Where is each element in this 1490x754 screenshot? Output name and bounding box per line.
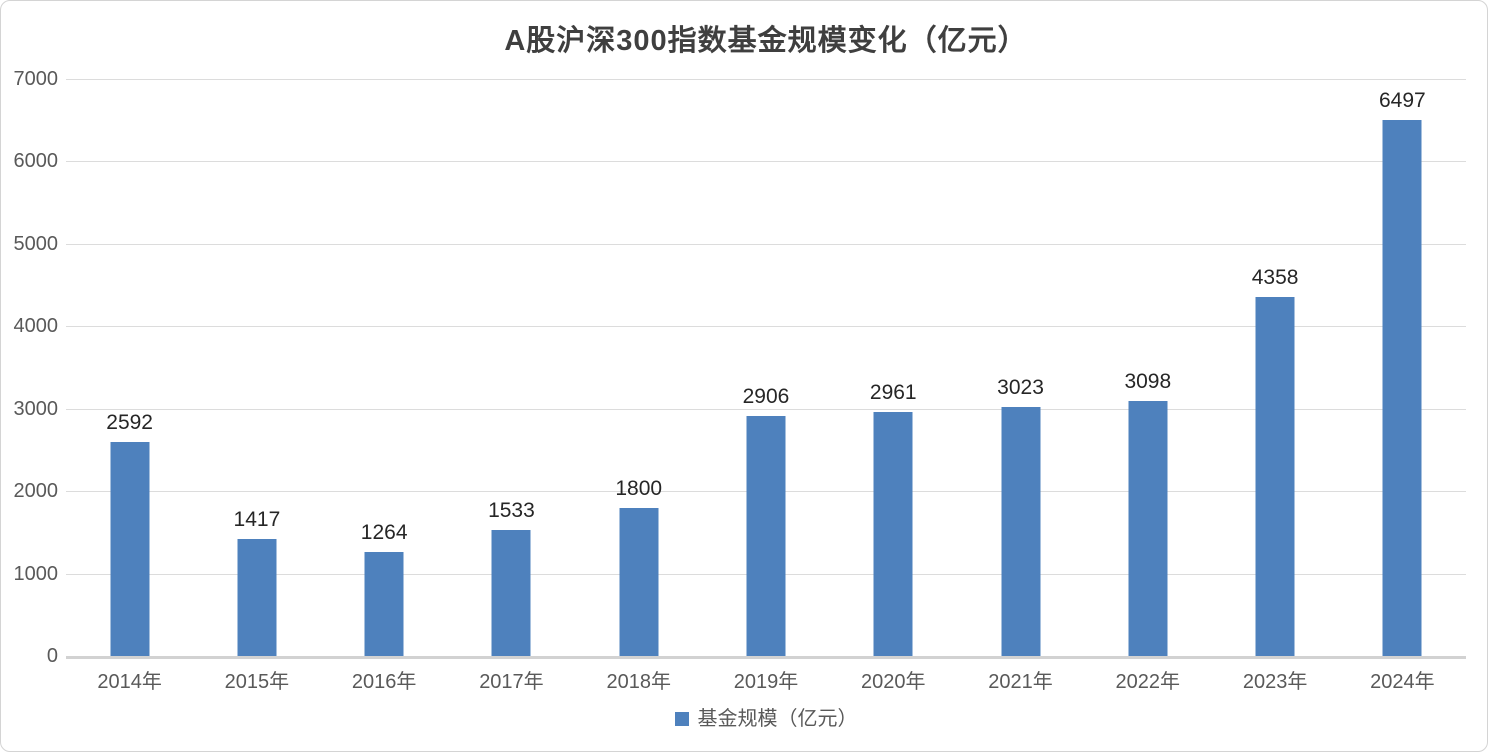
bar-value-label: 1264 (360, 520, 408, 544)
bar-value-label: 2961 (869, 380, 917, 404)
bar-value-label: 2592 (106, 411, 153, 435)
category-column: 6497 2024年 (1339, 79, 1466, 693)
category-column: 1800 2018年 (575, 79, 702, 693)
legend-series-label: 基金规模（亿元） (697, 708, 858, 730)
x-axis-label: 2016年 (351, 671, 417, 693)
bar-2021年 (1001, 406, 1041, 656)
x-axis-label: 2015年 (224, 671, 290, 693)
bar-value-label: 1417 (233, 508, 281, 532)
x-axis-label: 2024年 (1370, 671, 1435, 693)
bar-value-label: 3098 (1124, 369, 1172, 393)
category-column: 3023 2021年 (957, 79, 1084, 693)
x-axis-label: 2023年 (1242, 671, 1308, 693)
category-column: 2592 2014年 (66, 79, 193, 693)
bar-2015年 (237, 539, 277, 656)
y-axis-tick-label: 3000 (13, 397, 59, 420)
bar-value-label: 2906 (742, 385, 790, 409)
y-axis-tick-label: 1000 (13, 562, 59, 585)
bar-2016年 (364, 551, 404, 656)
gridline-5000 (66, 243, 1466, 245)
category-column: 1533 2017年 (448, 79, 575, 693)
bar-2017年 (491, 529, 531, 656)
x-axis-label: 2020年 (861, 671, 926, 693)
y-axis-tick-label: 6000 (13, 150, 59, 173)
y-axis-tick-label: 7000 (13, 68, 59, 90)
bar-2014年 (110, 442, 150, 656)
category-column: 1417 2015年 (193, 79, 320, 693)
x-axis-label: 2017年 (479, 671, 544, 693)
gridline-7000 (66, 79, 1466, 80)
bar-2020年 (873, 411, 913, 656)
bar-2018年 (619, 507, 659, 656)
x-axis-label: 2022年 (1115, 671, 1181, 693)
x-axis-label: 2018年 (606, 671, 671, 693)
bar-value-label: 1800 (615, 476, 663, 500)
gridline-6000 (66, 161, 1466, 163)
category-column: 3098 2022年 (1084, 79, 1211, 693)
plot-area: 0 1000 2000 3000 4000 5000 6000 7000 2592 2014年 14… (14, 69, 1466, 693)
x-axis-label: 2019年 (733, 671, 799, 693)
category-column: 4358 2023年 (1211, 79, 1338, 693)
y-axis-tick-label: 4000 (13, 315, 59, 338)
category-column: 1264 2016年 (321, 79, 448, 693)
bar-2022年 (1128, 400, 1168, 656)
bar-2019年 (746, 416, 786, 656)
bar-value-label: 6497 (1378, 89, 1426, 113)
x-axis-label: 2021年 (988, 671, 1053, 693)
gridline-4000 (66, 326, 1466, 328)
bar-value-label: 1533 (488, 498, 535, 522)
y-axis-tick-label: 5000 (13, 232, 59, 255)
legend: 基金规模（亿元） (66, 709, 1466, 729)
y-axis-tick-label: 2000 (13, 480, 59, 503)
category-column: 2961 2020年 (830, 79, 957, 693)
y-axis-tick-label: 0 (46, 645, 58, 667)
gridline-3000 (66, 408, 1466, 410)
chart-title: A股沪深300指数基金规模变化（亿元） (504, 25, 1028, 57)
category-column: 2906 2019年 (702, 79, 829, 693)
bar-value-label: 3023 (997, 375, 1044, 399)
legend-marker-square (674, 712, 689, 726)
bar-2024年 (1382, 120, 1422, 656)
bar-2023年 (1255, 296, 1295, 656)
x-axis-label: 2014年 (97, 671, 162, 693)
bar-value-label: 4358 (1251, 265, 1299, 289)
